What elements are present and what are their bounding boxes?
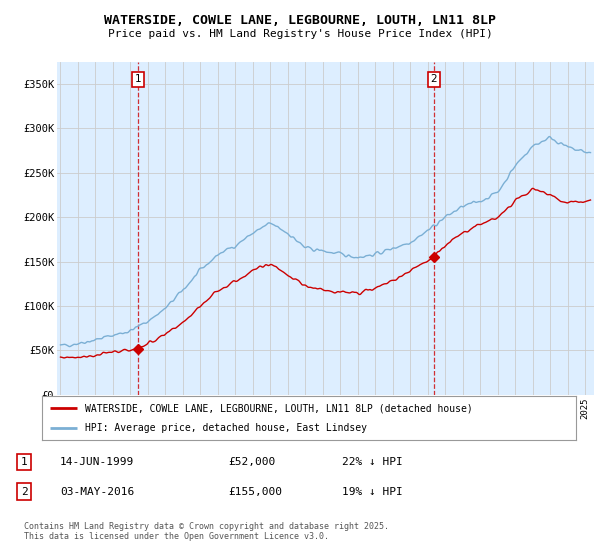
Text: 22% ↓ HPI: 22% ↓ HPI	[342, 457, 403, 467]
Text: £52,000: £52,000	[228, 457, 275, 467]
Text: HPI: Average price, detached house, East Lindsey: HPI: Average price, detached house, East…	[85, 423, 367, 433]
Text: Contains HM Land Registry data © Crown copyright and database right 2025.
This d: Contains HM Land Registry data © Crown c…	[24, 522, 389, 542]
Text: Price paid vs. HM Land Registry's House Price Index (HPI): Price paid vs. HM Land Registry's House …	[107, 29, 493, 39]
Text: £155,000: £155,000	[228, 487, 282, 497]
Text: 03-MAY-2016: 03-MAY-2016	[60, 487, 134, 497]
Text: WATERSIDE, COWLE LANE, LEGBOURNE, LOUTH, LN11 8LP (detached house): WATERSIDE, COWLE LANE, LEGBOURNE, LOUTH,…	[85, 403, 472, 413]
Text: 2: 2	[430, 74, 437, 85]
Text: 2: 2	[20, 487, 28, 497]
Text: 14-JUN-1999: 14-JUN-1999	[60, 457, 134, 467]
Text: 1: 1	[20, 457, 28, 467]
Text: WATERSIDE, COWLE LANE, LEGBOURNE, LOUTH, LN11 8LP: WATERSIDE, COWLE LANE, LEGBOURNE, LOUTH,…	[104, 14, 496, 27]
Text: 1: 1	[135, 74, 142, 85]
Text: 19% ↓ HPI: 19% ↓ HPI	[342, 487, 403, 497]
